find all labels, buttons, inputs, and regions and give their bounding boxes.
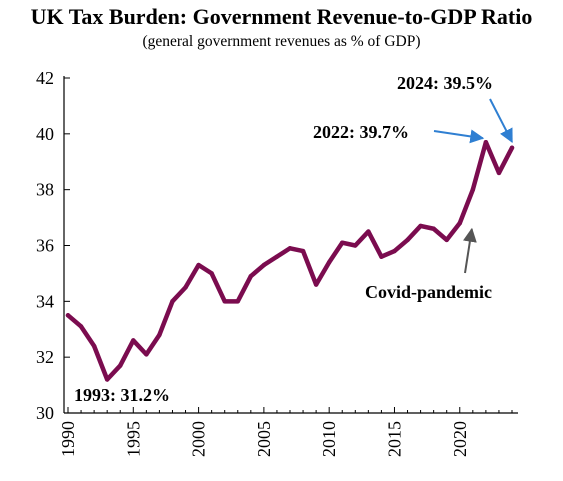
data-point [65,313,71,318]
data-point [300,248,306,254]
data-point [118,363,123,368]
data-point [496,170,502,176]
series-line [65,139,515,382]
data-point [444,237,449,243]
data-point [509,145,515,150]
x-tick-label: 2020 [450,421,470,457]
y-tick-label: 42 [36,68,54,88]
data-point [261,262,267,268]
data-point [183,285,188,290]
x-tick-label: 2000 [189,421,209,457]
y-tick-label: 34 [36,291,54,311]
annotation-label: 2024: 39.5% [397,73,493,93]
data-point [340,240,345,245]
chart-axes [63,76,518,414]
x-axis-ticks: 1990 1995 2000 2005 2010 2015 2020 [58,407,513,457]
x-tick-label: 2010 [319,421,339,457]
chart-series [65,139,515,382]
y-axis-ticks: 30 32 34 36 38 40 42 [36,68,70,423]
chart-title: UK Tax Burden: Government Revenue-to-GDP… [30,4,533,29]
data-point [274,254,280,259]
y-tick-label: 30 [36,403,54,423]
annotation-arrow [462,227,477,274]
data-point [196,262,201,268]
data-point [235,299,240,304]
x-tick-label: 1990 [58,421,78,457]
annotation-arrow [433,129,485,144]
data-point [326,260,332,265]
data-point [170,299,175,304]
chart-annotations: 1993: 31.2% 2022: 39.7% 2024: 39.5% Covid-p… [74,73,513,405]
x-tick-label: 2015 [384,421,404,457]
y-tick-label: 32 [36,347,54,367]
data-point [418,223,423,229]
annotation-label: Covid-pandemic [365,282,492,302]
data-point [91,343,97,349]
annotation-arrow [489,98,513,144]
data-point [287,246,293,251]
y-tick-label: 38 [36,180,54,200]
x-tick-label: 2005 [254,421,274,457]
data-point [457,220,462,226]
data-point [248,274,254,279]
data-point [222,299,227,304]
y-tick-label: 40 [36,124,54,144]
data-point [157,332,162,338]
data-point [379,254,384,259]
data-point [104,377,110,382]
data-point [353,243,358,248]
data-point [144,352,149,357]
data-point [131,338,136,343]
data-point [483,140,489,145]
y-tick-label: 36 [36,236,54,256]
x-tick-label: 1995 [123,421,143,457]
annotation-label: 2022: 39.7% [313,122,409,142]
data-point [470,187,476,192]
data-point [431,226,436,231]
data-point [313,282,319,287]
data-point [209,271,214,276]
data-point [392,248,397,254]
data-point [366,229,371,234]
annotation-label: 1993: 31.2% [74,385,170,405]
data-point [405,237,410,243]
chart-subtitle: (general government revenues as % of GDP… [142,33,421,50]
data-point [78,324,84,329]
